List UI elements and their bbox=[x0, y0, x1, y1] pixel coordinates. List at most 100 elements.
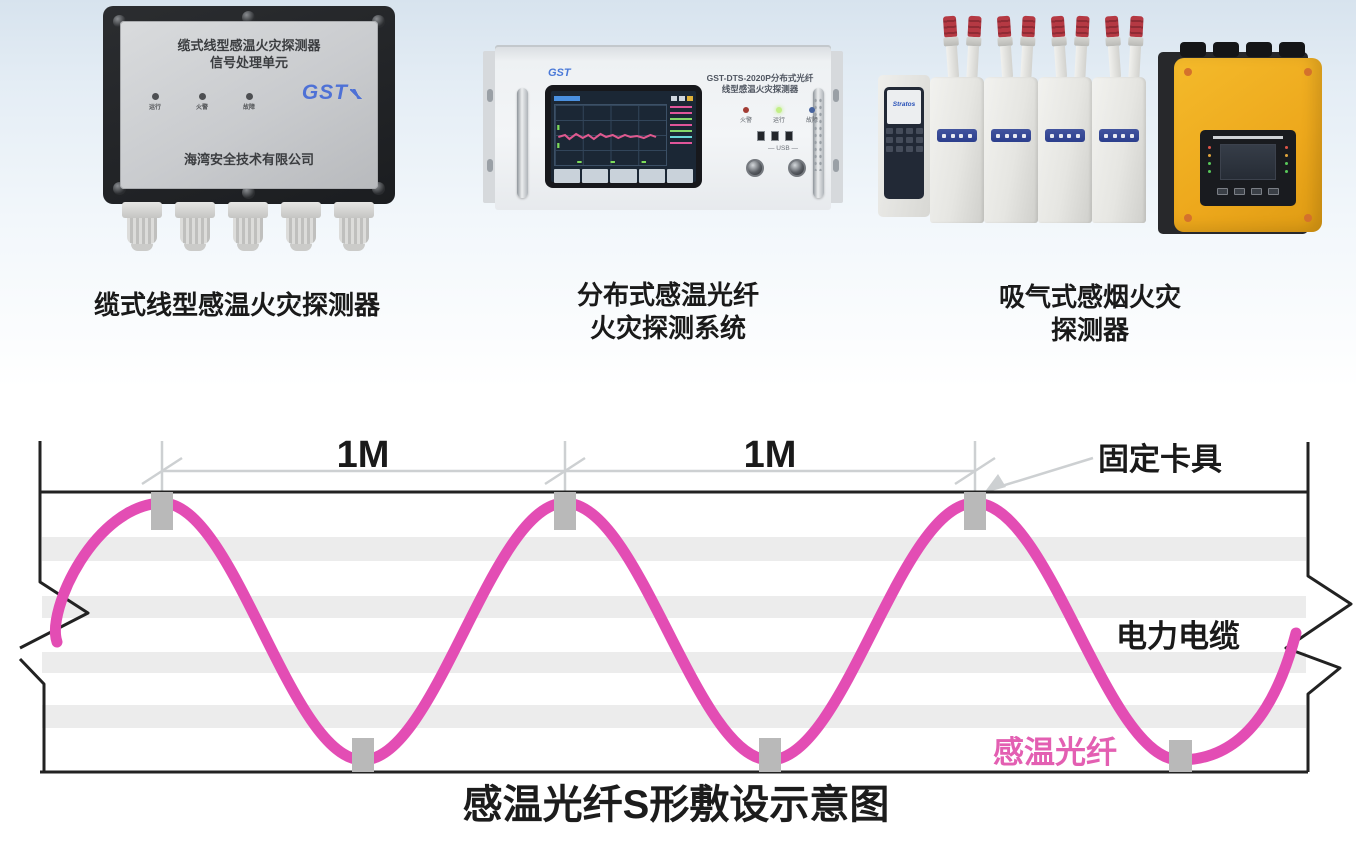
screw-icon bbox=[1304, 68, 1312, 76]
screw-icon bbox=[1184, 68, 1192, 76]
rack-ear bbox=[829, 51, 843, 203]
touch-screen bbox=[545, 85, 702, 188]
cable-gland-icon bbox=[228, 202, 268, 251]
led-label: 故障 bbox=[242, 105, 255, 111]
screw-icon bbox=[242, 186, 255, 199]
indicator-strip bbox=[991, 129, 1031, 142]
led-column bbox=[1208, 146, 1211, 173]
led-run: 运行 bbox=[762, 107, 796, 124]
led-run: 运行 bbox=[140, 93, 170, 111]
gst-logo: GST bbox=[548, 67, 571, 79]
model-text: GST-DTS-2020P分布式光纤 线型感温火灾探测器 bbox=[699, 73, 821, 95]
usb-label: — USB — bbox=[768, 145, 798, 152]
screw-icon bbox=[242, 11, 255, 24]
detector-unit bbox=[930, 77, 984, 223]
led-label: 火警 bbox=[195, 105, 208, 111]
usb-port-icon bbox=[757, 131, 765, 141]
screen-toolbar bbox=[554, 94, 693, 102]
dimension-lines bbox=[141, 441, 1094, 495]
indicator-strip bbox=[1045, 129, 1085, 142]
led-dot-icon bbox=[198, 93, 206, 100]
led-dot-icon bbox=[151, 93, 159, 100]
caption-line2: 探测器 bbox=[1050, 315, 1129, 345]
caption-aspirating: 吸气式感烟火灾 探测器 bbox=[940, 281, 1240, 347]
indicator-strip bbox=[937, 129, 977, 142]
module-panel: Stratos bbox=[884, 87, 924, 199]
power-cable-stripes bbox=[42, 537, 1306, 728]
module-keypad bbox=[885, 128, 923, 152]
fixing-clamps bbox=[151, 492, 1192, 772]
cable-gland-icon bbox=[334, 202, 374, 251]
led-label: 故障 bbox=[805, 118, 818, 124]
panel-header bbox=[1213, 136, 1283, 139]
caption-line2: 火灾探测系统 bbox=[589, 313, 746, 343]
right-break-icon bbox=[1284, 442, 1353, 772]
usb-port-icon bbox=[771, 131, 779, 141]
company-name: 海湾安全技术有限公司 bbox=[183, 152, 314, 167]
leader-arrowhead-icon bbox=[984, 474, 1006, 493]
led-fire: 火警 bbox=[729, 107, 763, 124]
dim-label-2: 1M bbox=[744, 434, 797, 476]
connector-knob-icon bbox=[746, 159, 764, 177]
screw-icon bbox=[1304, 214, 1312, 222]
caption-line1: 分布式感温光纤 bbox=[576, 280, 759, 310]
usb-port-icon bbox=[785, 131, 793, 141]
model-line1: GST-DTS-2020P分布式光纤 bbox=[706, 73, 814, 83]
cable-gland-row bbox=[103, 202, 395, 252]
led-label: 运行 bbox=[772, 118, 785, 124]
lcd-display bbox=[1220, 144, 1276, 180]
connector-knob-icon bbox=[788, 159, 806, 177]
detector-front-cover bbox=[1174, 58, 1322, 232]
cable-gland-icon bbox=[122, 202, 162, 251]
left-break-icon bbox=[18, 657, 46, 772]
yellow-detector-photo bbox=[1158, 36, 1324, 238]
cable-detector-front-panel: 缆式线型感温火灾探测器 信号处理单元 运行 火警 故障 GST 海湾安全技术有限… bbox=[120, 21, 378, 189]
led-label: 运行 bbox=[148, 105, 161, 111]
led-dot-icon bbox=[743, 107, 749, 113]
sensing-fiber-curve bbox=[50, 497, 1302, 766]
rack-handle bbox=[517, 88, 528, 198]
led-fault: 故障 bbox=[795, 107, 829, 124]
cable-detector-photo: 缆式线型感温火灾探测器 信号处理单元 运行 火警 故障 GST 海湾安全技术有限… bbox=[103, 6, 395, 204]
dim-label-1: 1M bbox=[337, 434, 390, 476]
aspirating-detector-photo: Stratos bbox=[878, 12, 1146, 238]
fiber-label: 感温光纤 bbox=[993, 735, 1117, 770]
gst-logo: GST bbox=[302, 81, 362, 105]
brand-text: Stratos bbox=[892, 101, 916, 108]
vent-holes bbox=[813, 97, 823, 171]
cable-gland-icon bbox=[175, 202, 215, 251]
clamp-label: 固定卡具 bbox=[1098, 442, 1222, 477]
panel-buttons bbox=[1200, 188, 1296, 195]
caption-line1: 吸气式感烟火灾 bbox=[998, 282, 1181, 312]
temperature-curve-chart bbox=[554, 104, 667, 166]
led-fault: 故障 bbox=[234, 93, 264, 111]
panel-title-line2: 信号处理单元 bbox=[209, 55, 288, 70]
led-label: 火警 bbox=[739, 118, 752, 124]
caption-cable-detector: 缆式线型感温火灾探测器 bbox=[93, 290, 380, 320]
dts-system-photo: GST GST-DTS-2020P分布式光纤 线型感温火灾探测器 bbox=[483, 45, 843, 210]
pipe-port-icon bbox=[1279, 42, 1305, 57]
indicator-strip bbox=[1099, 129, 1139, 142]
panel-title-line1: 缆式线型感温火灾探测器 bbox=[177, 38, 321, 53]
cable-tray-outline bbox=[18, 441, 1353, 774]
pipe-port-icon bbox=[1180, 42, 1206, 57]
power-cable-label: 电力电缆 bbox=[1116, 619, 1240, 654]
led-dot-icon bbox=[245, 93, 253, 100]
led-dot-icon bbox=[776, 107, 782, 113]
caption-dts-system: 分布式感温光纤 火灾探测系统 bbox=[518, 279, 818, 345]
screen-content bbox=[551, 91, 696, 183]
control-display-module: Stratos bbox=[878, 75, 930, 217]
detector-unit bbox=[984, 77, 1038, 223]
screen-readout-column bbox=[667, 104, 693, 166]
detector-unit bbox=[1092, 77, 1146, 223]
rack-ear bbox=[483, 51, 497, 203]
pipe-port-icon bbox=[1246, 42, 1272, 57]
status-led-row: 运行 火警 故障 bbox=[140, 93, 264, 111]
detector-unit bbox=[1038, 77, 1092, 223]
screw-icon bbox=[1184, 214, 1192, 222]
module-screen: Stratos bbox=[887, 90, 921, 124]
led-dot-icon bbox=[809, 107, 815, 113]
led-column bbox=[1285, 146, 1288, 173]
